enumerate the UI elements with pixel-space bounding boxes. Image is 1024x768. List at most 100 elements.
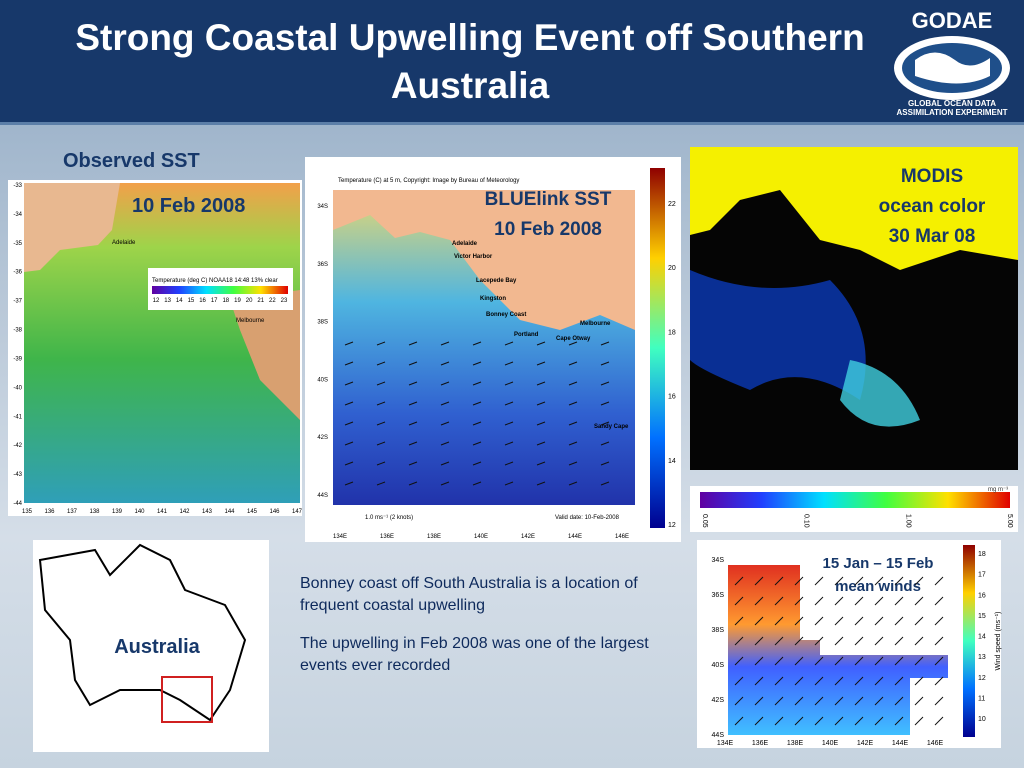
map-label: Australia <box>114 636 200 658</box>
sst-legend-bar <box>152 286 288 294</box>
wind-arrow <box>794 676 804 686</box>
current-arrow <box>376 481 386 486</box>
current-arrow <box>568 401 578 406</box>
current-arrow <box>504 461 514 466</box>
wind-arrow <box>834 576 844 586</box>
lon-label: 139 <box>112 509 123 515</box>
place-label: Portland <box>514 332 539 338</box>
legend-title: Temperature (deg C) NOAA18 14:48 13% cle… <box>152 278 278 284</box>
wind-arrow <box>834 596 844 606</box>
wind-arrow <box>734 576 744 586</box>
current-arrow <box>408 341 418 346</box>
current-arrow <box>440 361 450 366</box>
wind-arrow <box>774 616 784 626</box>
wind-arrow <box>754 616 764 626</box>
panel-label: 30 Mar 08 <box>889 226 976 247</box>
current-arrow <box>600 461 610 466</box>
legend-tick: 20 <box>246 298 253 304</box>
wind-arrow <box>894 676 904 686</box>
current-arrow <box>472 401 482 406</box>
lon-label: 137 <box>67 509 78 515</box>
current-arrow <box>568 481 578 486</box>
wind-arrow <box>734 636 744 646</box>
current-arrow <box>600 441 610 446</box>
wind-arrow <box>914 636 924 646</box>
legend-tick: 17 <box>211 298 218 304</box>
wind-arrow <box>834 716 844 726</box>
wind-arrow <box>774 656 784 666</box>
colorbar-tick: 12 <box>978 675 986 682</box>
lat-label: -33 <box>13 183 22 189</box>
current-arrow <box>408 361 418 366</box>
legend-tick: 23 <box>281 298 288 304</box>
lon-label: 140 <box>134 509 145 515</box>
panel-label: mean winds <box>835 578 921 595</box>
wind-arrow <box>734 616 744 626</box>
current-arrow <box>376 361 386 366</box>
lat-label: -36 <box>13 270 22 276</box>
current-arrow <box>536 481 546 486</box>
wind-arrow <box>894 576 904 586</box>
current-arrow <box>536 341 546 346</box>
wind-arrow <box>834 696 844 706</box>
wind-arrow <box>794 596 804 606</box>
wind-arrow <box>894 636 904 646</box>
panel-label: 10 Feb 2008 <box>494 219 602 240</box>
legend-tick: 12 <box>153 298 160 304</box>
modis-chlorophyll <box>840 360 920 427</box>
sst-land <box>24 183 120 272</box>
current-arrow <box>472 421 482 426</box>
place-label: Melbourne <box>580 321 611 327</box>
wind-arrow <box>754 576 764 586</box>
panel-label: 15 Jan – 15 Feb <box>823 555 934 572</box>
wind-arrow <box>854 616 864 626</box>
legend-tick: 14 <box>176 298 183 304</box>
lon-label: 136E <box>380 534 394 540</box>
wind-arrow <box>934 616 944 626</box>
wind-arrow <box>814 716 824 726</box>
wind-arrow <box>794 576 804 586</box>
wind-arrow <box>854 716 864 726</box>
modis-colorbar <box>700 492 1010 508</box>
wind-arrow <box>934 576 944 586</box>
wind-arrow <box>754 636 764 646</box>
current-arrow <box>568 381 578 386</box>
current-arrow <box>504 361 514 366</box>
wind-arrow <box>834 616 844 626</box>
wind-arrow <box>734 696 744 706</box>
legend-tick: 18 <box>222 298 229 304</box>
legend-tick: 22 <box>269 298 276 304</box>
place-label: Kingston <box>480 296 506 302</box>
bluelink-scale: 1.0 ms⁻¹ (2 knots) <box>365 515 413 521</box>
wind-arrow <box>934 656 944 666</box>
wind-arrow <box>834 656 844 666</box>
bluelink-footer <box>333 505 635 532</box>
colorbar-tick: 10 <box>978 716 986 723</box>
current-arrow <box>536 401 546 406</box>
wind-arrow <box>734 716 744 726</box>
bluelink-caption: Temperature (C) at 5 m, Copyright: Image… <box>338 178 519 184</box>
wind-arrow <box>874 716 884 726</box>
wind-arrow <box>854 656 864 666</box>
wind-arrow <box>934 596 944 606</box>
wind-arrow <box>754 676 764 686</box>
logo-land <box>915 52 990 84</box>
wind-arrow <box>814 576 824 586</box>
colorbar-tick: 22 <box>668 201 676 208</box>
wind-arrow <box>854 576 864 586</box>
current-arrow <box>344 461 354 466</box>
lat-label: 44S <box>712 732 725 739</box>
lat-label: 38S <box>712 627 725 634</box>
lon-label: 142 <box>179 509 190 515</box>
current-arrow <box>504 441 514 446</box>
wind-arrow <box>894 596 904 606</box>
modis-chlorophyll <box>690 270 866 400</box>
wind-arrow <box>794 716 804 726</box>
lon-label: 146E <box>615 534 629 540</box>
lon-label: 138E <box>787 740 804 747</box>
logo-line: ASSIMILATION EXPERIMENT <box>897 108 1008 117</box>
wind-arrow <box>874 656 884 666</box>
wind-arrow <box>914 616 924 626</box>
lat-label: 34S <box>712 557 725 564</box>
current-arrow <box>344 401 354 406</box>
